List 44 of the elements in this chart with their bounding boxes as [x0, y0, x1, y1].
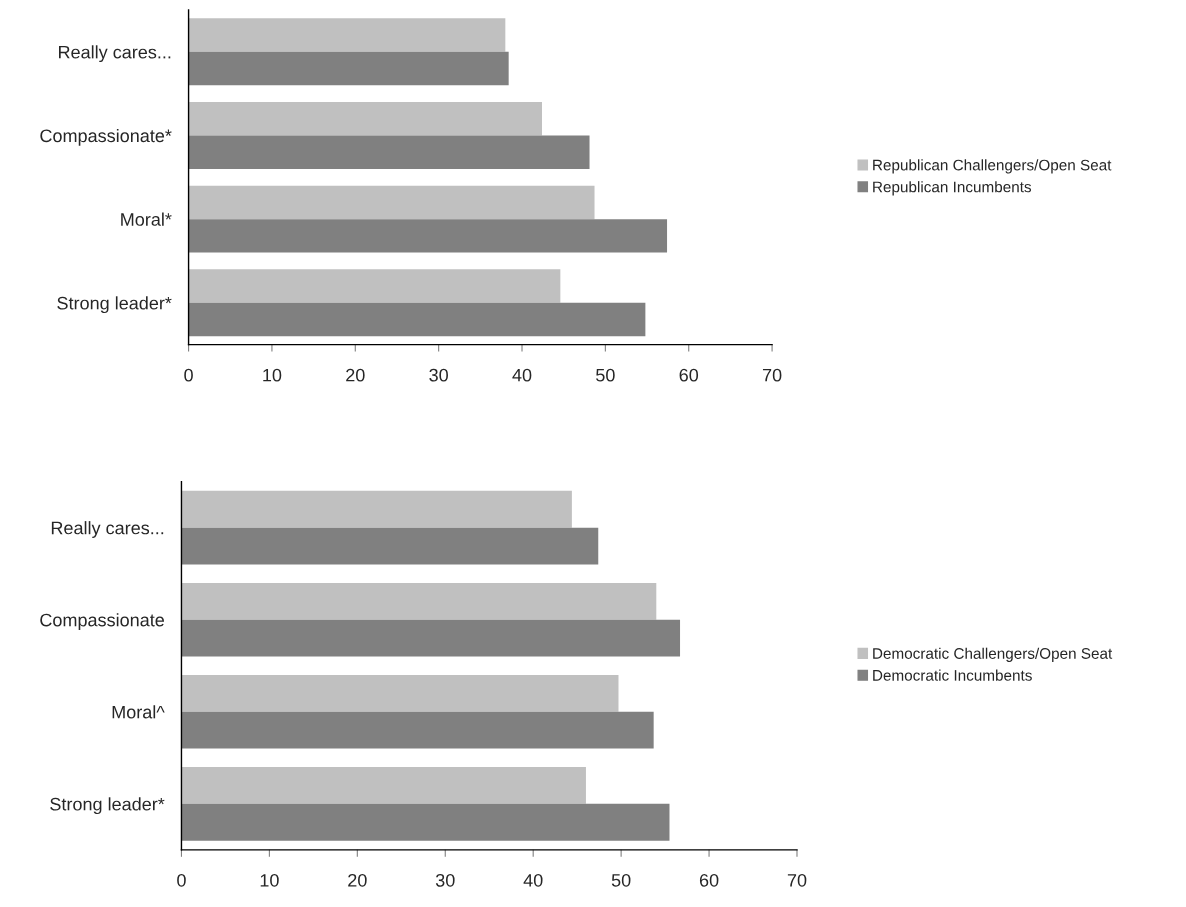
bar: [181, 490, 572, 528]
x-tick-label: 20: [348, 873, 367, 887]
y-tick-label: Really cares...: [59, 45, 171, 63]
bar: [188, 135, 590, 169]
x-tick-label: 70: [787, 873, 807, 887]
y-tick-label: Really cares...: [51, 521, 164, 538]
x-tick-label: 10: [260, 873, 279, 887]
x-tick-label: 0: [177, 873, 186, 887]
y-tick-label: Moral*: [121, 212, 172, 226]
y-tick-label: Compassionate*: [40, 128, 172, 146]
x-tick-label: 30: [429, 368, 448, 382]
bar: [188, 219, 668, 253]
bar: [188, 302, 646, 337]
x-tick-label: 10: [263, 368, 282, 382]
x-tick-label: 60: [679, 368, 699, 382]
x-tick-label: 50: [596, 368, 615, 382]
x-tick-label: 40: [512, 368, 532, 382]
bar: [181, 674, 619, 712]
x-tick-label: 50: [611, 873, 631, 887]
bar: [181, 527, 599, 565]
bar: [188, 102, 543, 136]
y-tick-label: Strong leader*: [50, 797, 165, 815]
x-tick-label: 40: [523, 873, 543, 887]
bar: [188, 51, 509, 86]
x-tick-label: 60: [699, 873, 719, 887]
y-tick-label: Strong leader*: [57, 296, 172, 314]
bar: [181, 767, 586, 804]
bar: [181, 582, 657, 620]
legend-label: Democratic Challengers/Open Seat: [873, 647, 1113, 662]
y-tick-label: Moral^: [112, 705, 165, 719]
legend-label: Republican Incumbents: [873, 181, 1032, 196]
x-tick-label: 70: [762, 368, 782, 382]
x-tick-label: 20: [346, 368, 365, 382]
bar: [181, 711, 654, 749]
bar: [188, 18, 506, 52]
bar: [188, 269, 561, 303]
legend-label: Democratic Incumbents: [873, 669, 1032, 681]
legend-label: Republican Challengers/Open Seat: [873, 159, 1112, 174]
x-tick-label: 30: [435, 873, 455, 887]
y-tick-label: Compassionate: [40, 613, 164, 630]
bar: [188, 185, 595, 220]
x-tick-label: 0: [184, 368, 193, 382]
bar: [181, 619, 681, 657]
bar: [181, 803, 670, 841]
